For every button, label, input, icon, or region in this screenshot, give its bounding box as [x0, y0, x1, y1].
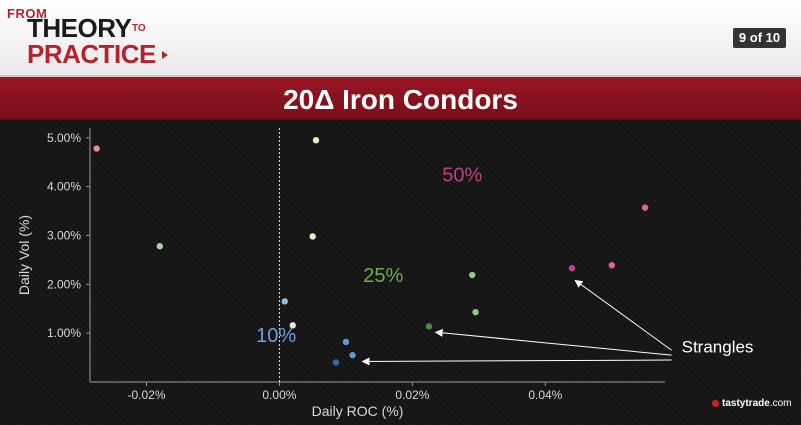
annotation-label: Strangles: [682, 338, 754, 357]
annotation-arrow: [361, 357, 672, 366]
brand-name: tastytrade: [722, 398, 770, 409]
data-point: [568, 264, 576, 272]
data-point: [469, 271, 476, 279]
slide-title: 20Δ Iron Condors: [283, 84, 518, 115]
page-counter: 9 of 10: [733, 28, 786, 48]
plot-area: [0, 120, 801, 425]
data-point: [641, 204, 649, 211]
data-point: [349, 351, 356, 359]
data-point: [289, 322, 296, 329]
logo-to-text: TO: [132, 23, 146, 34]
data-point: [332, 359, 340, 366]
logo-from-text: FROM: [7, 6, 48, 21]
y-tick-label: 2.00%: [47, 277, 81, 291]
data-point: [472, 308, 479, 316]
title-band: 20Δ Iron Condors: [0, 75, 801, 120]
data-point: [156, 243, 163, 250]
tastytrade-logo: tastytrade.com: [712, 398, 791, 409]
data-point: [425, 323, 433, 330]
annotation-label: 50%: [442, 165, 482, 187]
annotation-label: 25%: [363, 265, 403, 287]
x-axis-label: Daily ROC (%): [312, 403, 404, 419]
annotation-arrow: [574, 279, 672, 351]
cherry-icon: [712, 399, 719, 407]
data-point: [281, 298, 288, 305]
logo-arrow-icon: [162, 51, 168, 59]
data-point: [608, 262, 616, 269]
y-axis-label: Daily Vol (%): [16, 215, 32, 295]
logo-practice-text: PRACTICE: [27, 39, 156, 69]
slide-header: FROM THEORY TO PRACTICE 9 of 10: [0, 0, 801, 75]
y-tick-label: 3.00%: [47, 228, 81, 242]
x-tick-label: 0.00%: [262, 388, 296, 402]
x-tick-label: 0.02%: [395, 388, 429, 402]
x-tick-label: -0.02%: [127, 388, 165, 402]
y-tick-label: 4.00%: [47, 180, 81, 194]
annotation-arrow: [434, 328, 672, 356]
data-point: [342, 338, 350, 346]
data-point: [312, 137, 320, 144]
y-tick-label: 1.00%: [47, 326, 81, 340]
x-tick-label: 0.04%: [528, 388, 562, 402]
annotation-label: 10%: [256, 325, 296, 347]
data-point: [309, 233, 316, 240]
y-tick-label: 5.00%: [47, 131, 81, 145]
data-point: [93, 145, 100, 152]
brand-suffix: .com: [769, 398, 792, 409]
logo-theory-text: THEORY: [27, 13, 132, 43]
